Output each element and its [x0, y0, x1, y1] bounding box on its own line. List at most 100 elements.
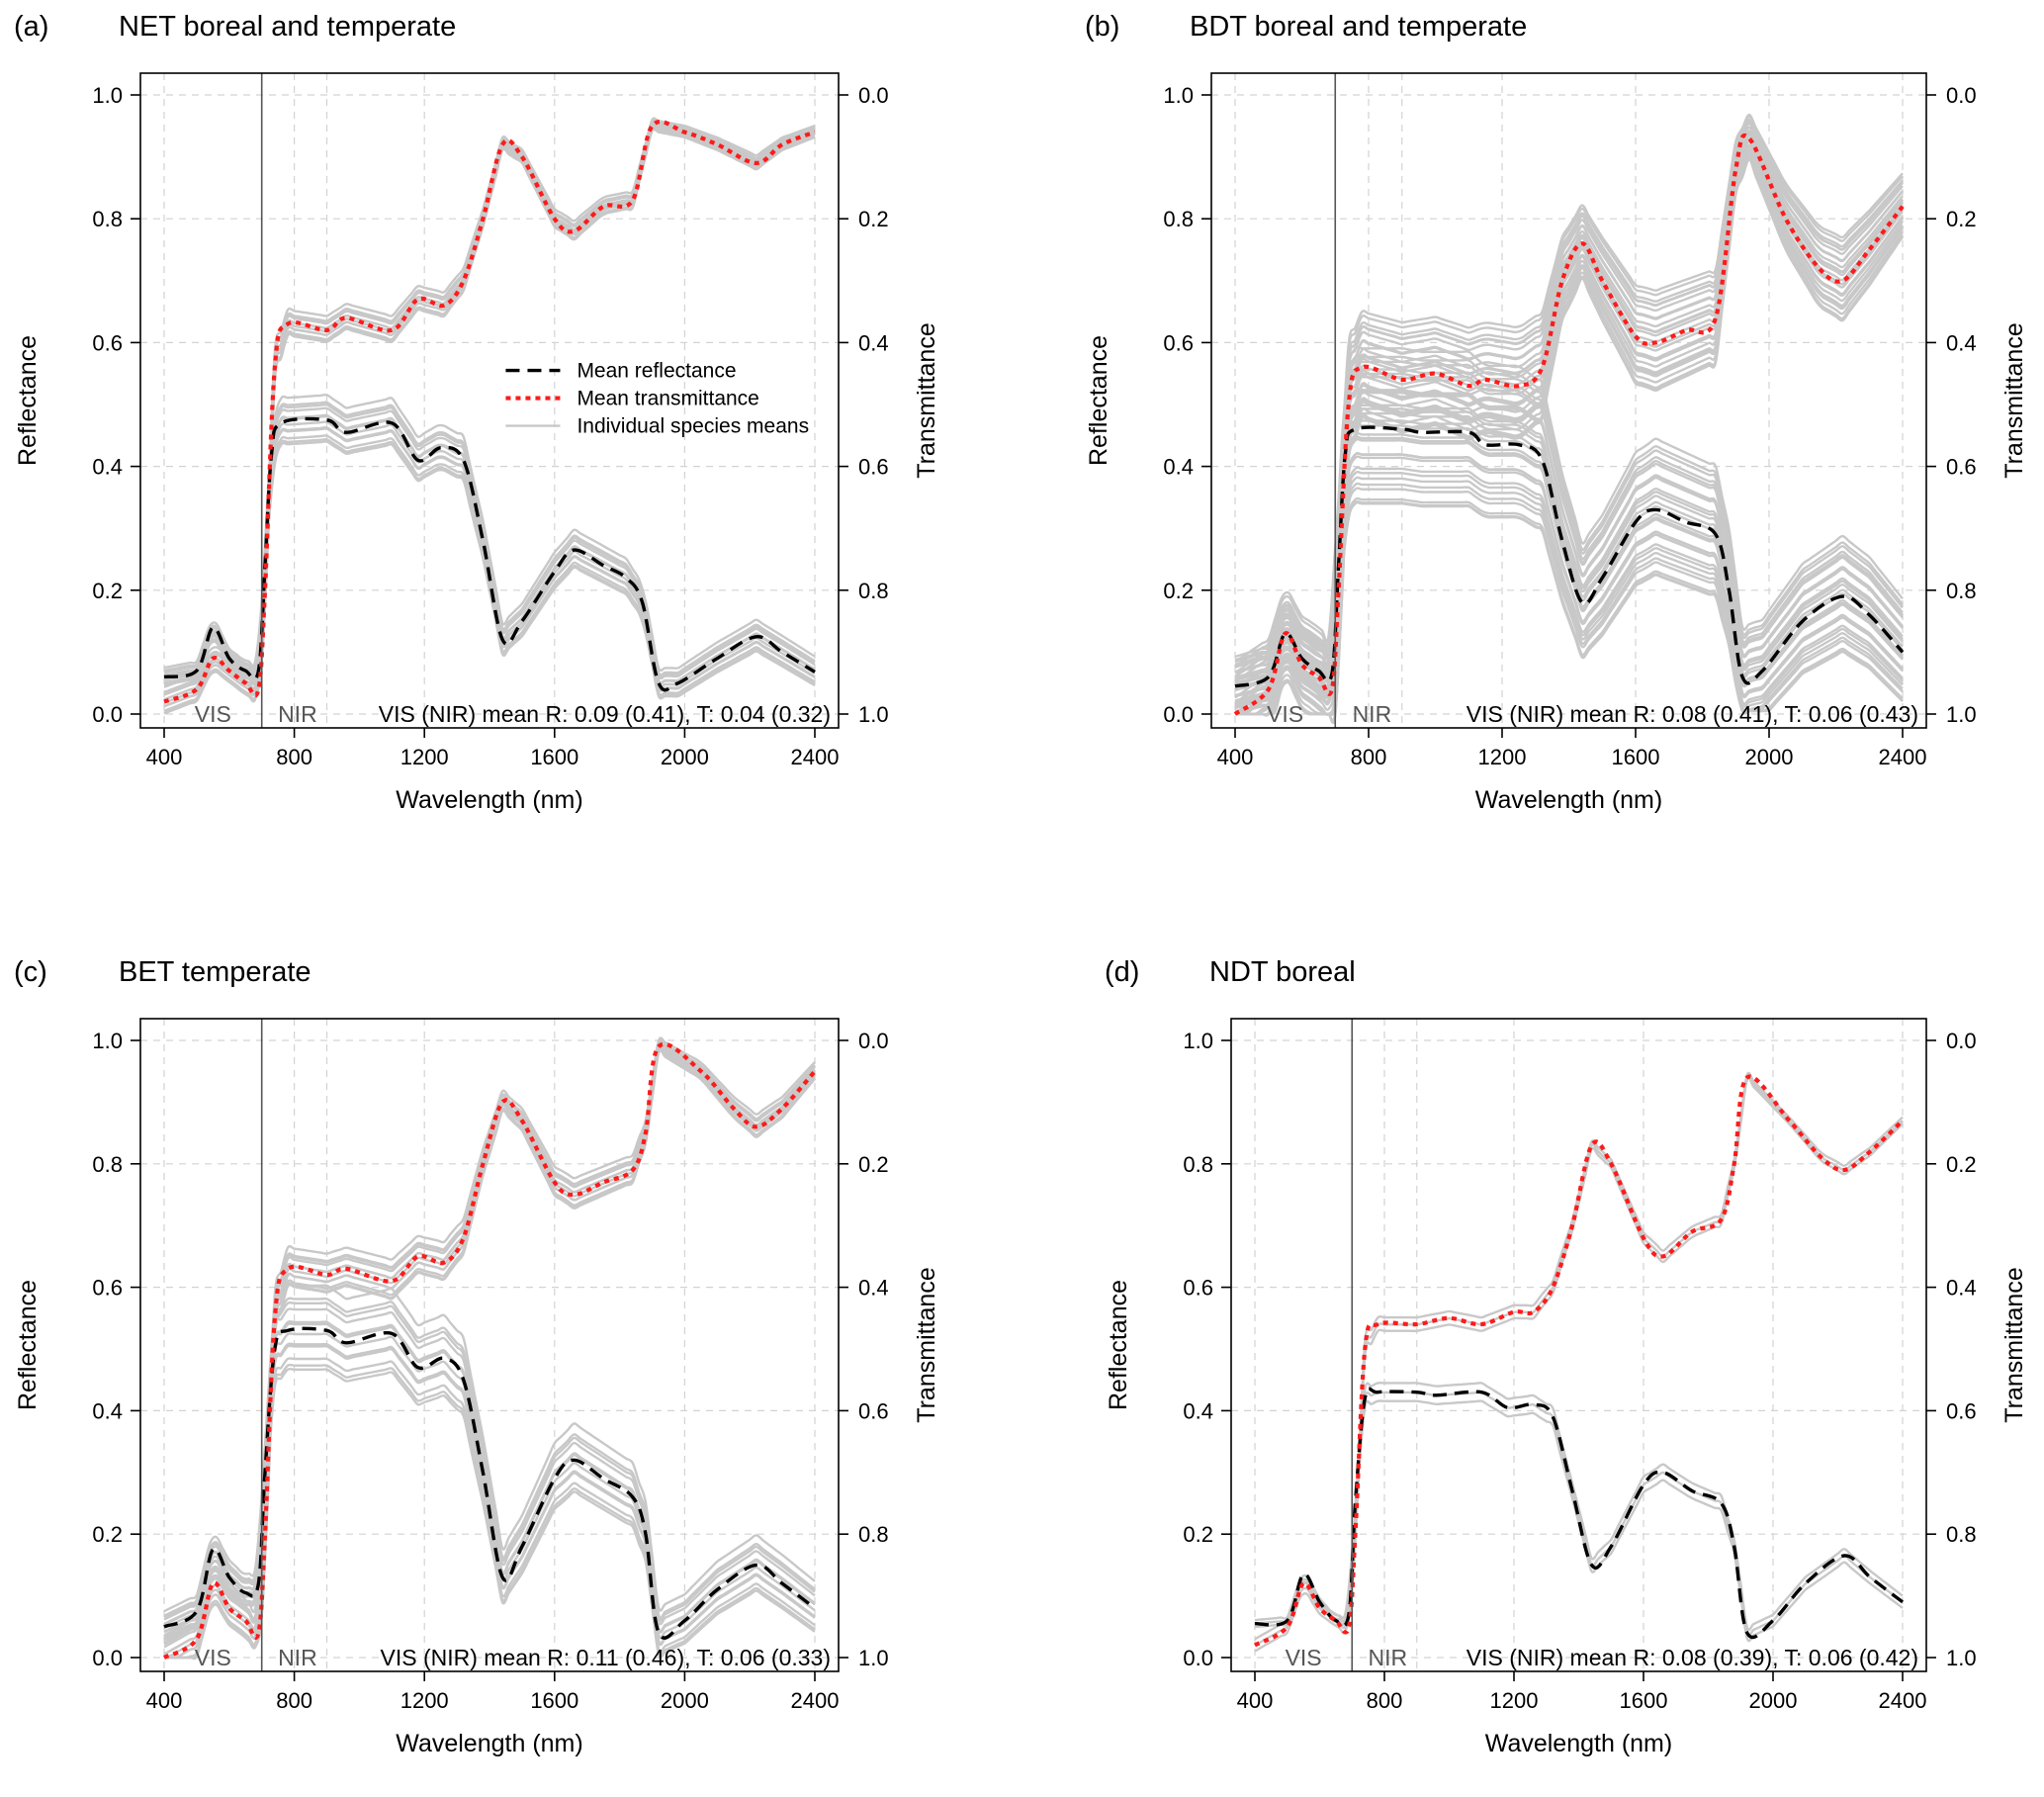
y-tick-label: 0.8: [1183, 1152, 1213, 1177]
x-tick-label: 1600: [1612, 745, 1660, 769]
y-tick-label: 0.4: [1183, 1398, 1213, 1423]
nir-label: NIR: [278, 701, 317, 727]
mean-reflectance-line: [163, 416, 816, 692]
y2-tick-label: 0.2: [858, 207, 889, 231]
vis-label: VIS: [195, 1645, 231, 1670]
y-tick-label: 0.6: [92, 330, 123, 355]
y-tick-label: 0.6: [1183, 1276, 1213, 1301]
y-axis-title: Reflectance: [14, 335, 42, 466]
mean-transmittance-line: [1233, 133, 1905, 716]
panel-d: 400 800 1200 1600 2000 2400 0.0 0.2 0.4 0.6 0.8 1.0…: [1105, 956, 2028, 1757]
y2-tick-label: 0.6: [858, 1398, 889, 1423]
y2-tick-label: 0.0: [1946, 83, 1977, 108]
vis-label: VIS: [1286, 1645, 1322, 1670]
y2-tick-label: 0.8: [858, 1522, 889, 1547]
y-tick-label: 0.8: [92, 207, 123, 231]
y-tick-label: 0.0: [92, 1646, 123, 1670]
x-tick-label: 400: [1217, 745, 1254, 769]
x-tick-label: 800: [1367, 1688, 1403, 1713]
plot-frame: [1230, 1018, 1927, 1672]
y-axis-title: Reflectance: [1105, 1280, 1132, 1410]
x-tick-label: 2000: [1749, 1688, 1798, 1713]
y-tick-label: 0.2: [92, 579, 123, 603]
x-tick-label: 800: [1351, 745, 1387, 769]
x-axis-title: Wavelength (nm): [396, 1730, 582, 1757]
panel-letter: (a): [14, 11, 48, 43]
x-axis-title: Wavelength (nm): [1475, 786, 1662, 814]
x-tick-label: 1200: [1478, 745, 1527, 769]
x-tick-label: 1200: [400, 745, 449, 769]
y2-tick-label: 0.4: [1946, 330, 1977, 355]
y-tick-label: 0.4: [92, 455, 123, 480]
y-tick-label: 0.0: [92, 702, 123, 727]
x-tick-label: 2000: [661, 1688, 709, 1713]
legend-mean-transmittance-label: Mean transmittance: [577, 388, 758, 410]
panel-title: BET temperate: [119, 956, 311, 988]
species-transmittance-line: [163, 1036, 816, 1637]
mean-reflectance-line: [1234, 425, 1905, 688]
mean-transmittance-line: [1253, 1074, 1905, 1648]
panel-title: BDT boreal and temperate: [1190, 11, 1527, 43]
x-tick-label: 1600: [1620, 1688, 1668, 1713]
y-tick-label: 0.2: [1183, 1522, 1213, 1547]
panel-c: 400 800 1200 1600 2000 2400 0.0 0.2 0.4 0.6 0.8 1.0…: [14, 956, 940, 1757]
y2-tick-label: 0.8: [858, 579, 889, 603]
y2-axis-title: Transmittance: [2000, 1267, 2028, 1422]
y2-axis-title: Transmittance: [2000, 322, 2028, 478]
nir-label: NIR: [1353, 701, 1392, 727]
y-tick-label: 0.4: [92, 1398, 123, 1423]
y2-tick-label: 0.0: [858, 83, 889, 108]
y2-tick-label: 0.2: [858, 1152, 889, 1177]
x-axis-title: Wavelength (nm): [396, 786, 582, 814]
legend: Mean reflectance Mean transmittance Indivi…: [505, 360, 809, 438]
x-tick-label: 1200: [400, 1688, 449, 1713]
y-tick-label: 1.0: [1163, 83, 1194, 108]
panel-letter: (b): [1085, 11, 1119, 43]
y-tick-label: 1.0: [92, 1029, 123, 1053]
x-tick-label: 400: [146, 745, 183, 769]
mean-reflectance-line: [163, 1326, 817, 1640]
species-transmittance-line: [1234, 113, 1904, 664]
y-tick-label: 0.0: [1163, 702, 1194, 727]
x-tick-label: 400: [1237, 1688, 1274, 1713]
y2-tick-label: 0.4: [1946, 1276, 1977, 1301]
y-tick-label: 0.2: [1163, 579, 1194, 603]
y-axis-title: Reflectance: [1085, 335, 1112, 466]
panel-letter: (c): [14, 956, 47, 988]
panel-title: NDT boreal: [1209, 956, 1356, 988]
y-tick-label: 0.4: [1163, 455, 1194, 480]
x-tick-label: 1600: [530, 745, 578, 769]
y2-tick-label: 0.2: [1946, 1152, 1977, 1177]
y-tick-label: 0.6: [92, 1276, 123, 1301]
y-tick-label: 0.0: [1183, 1646, 1213, 1670]
y2-axis-title: Transmittance: [913, 322, 940, 478]
x-tick-label: 1200: [1490, 1688, 1539, 1713]
x-tick-label: 1600: [530, 1688, 578, 1713]
y2-tick-label: 0.6: [1946, 1398, 1977, 1423]
vis-label: VIS: [1267, 701, 1303, 727]
y2-tick-label: 1.0: [858, 1646, 889, 1670]
summary-annotation: VIS (NIR) mean R: 0.08 (0.39), T: 0.06 (…: [1466, 1645, 1918, 1670]
y-tick-label: 1.0: [92, 83, 123, 108]
x-axis-title: Wavelength (nm): [1485, 1730, 1672, 1757]
y2-tick-label: 1.0: [1946, 1646, 1977, 1670]
y-tick-label: 0.2: [92, 1522, 123, 1547]
nir-label: NIR: [1368, 1645, 1407, 1670]
y2-tick-label: 1.0: [1946, 702, 1977, 727]
y-tick-label: 1.0: [1183, 1029, 1213, 1053]
panel-a: 400 800 1200 1600 2000 2400 0.0 0.2 0.4 0.6 0.8 1.0…: [14, 11, 940, 814]
summary-annotation: VIS (NIR) mean R: 0.09 (0.41), T: 0.04 (…: [379, 701, 831, 727]
x-tick-label: 2000: [1745, 745, 1794, 769]
plot-frame: [1210, 72, 1927, 729]
y2-axis-title: Transmittance: [913, 1267, 940, 1422]
vis-label: VIS: [195, 701, 231, 727]
plot-frame: [139, 1018, 840, 1672]
panel-b: 400 800 1200 1600 2000 2400 0.0 0.2 0.4 0.6 0.8 1.0…: [1085, 11, 2028, 814]
y-tick-label: 0.6: [1163, 330, 1194, 355]
x-tick-label: 800: [276, 1688, 312, 1713]
y2-tick-label: 0.0: [1946, 1029, 1977, 1053]
y2-tick-label: 0.8: [1946, 579, 1977, 603]
y2-tick-label: 0.4: [858, 330, 889, 355]
y2-tick-label: 1.0: [858, 702, 889, 727]
plot-frame: [139, 72, 840, 729]
